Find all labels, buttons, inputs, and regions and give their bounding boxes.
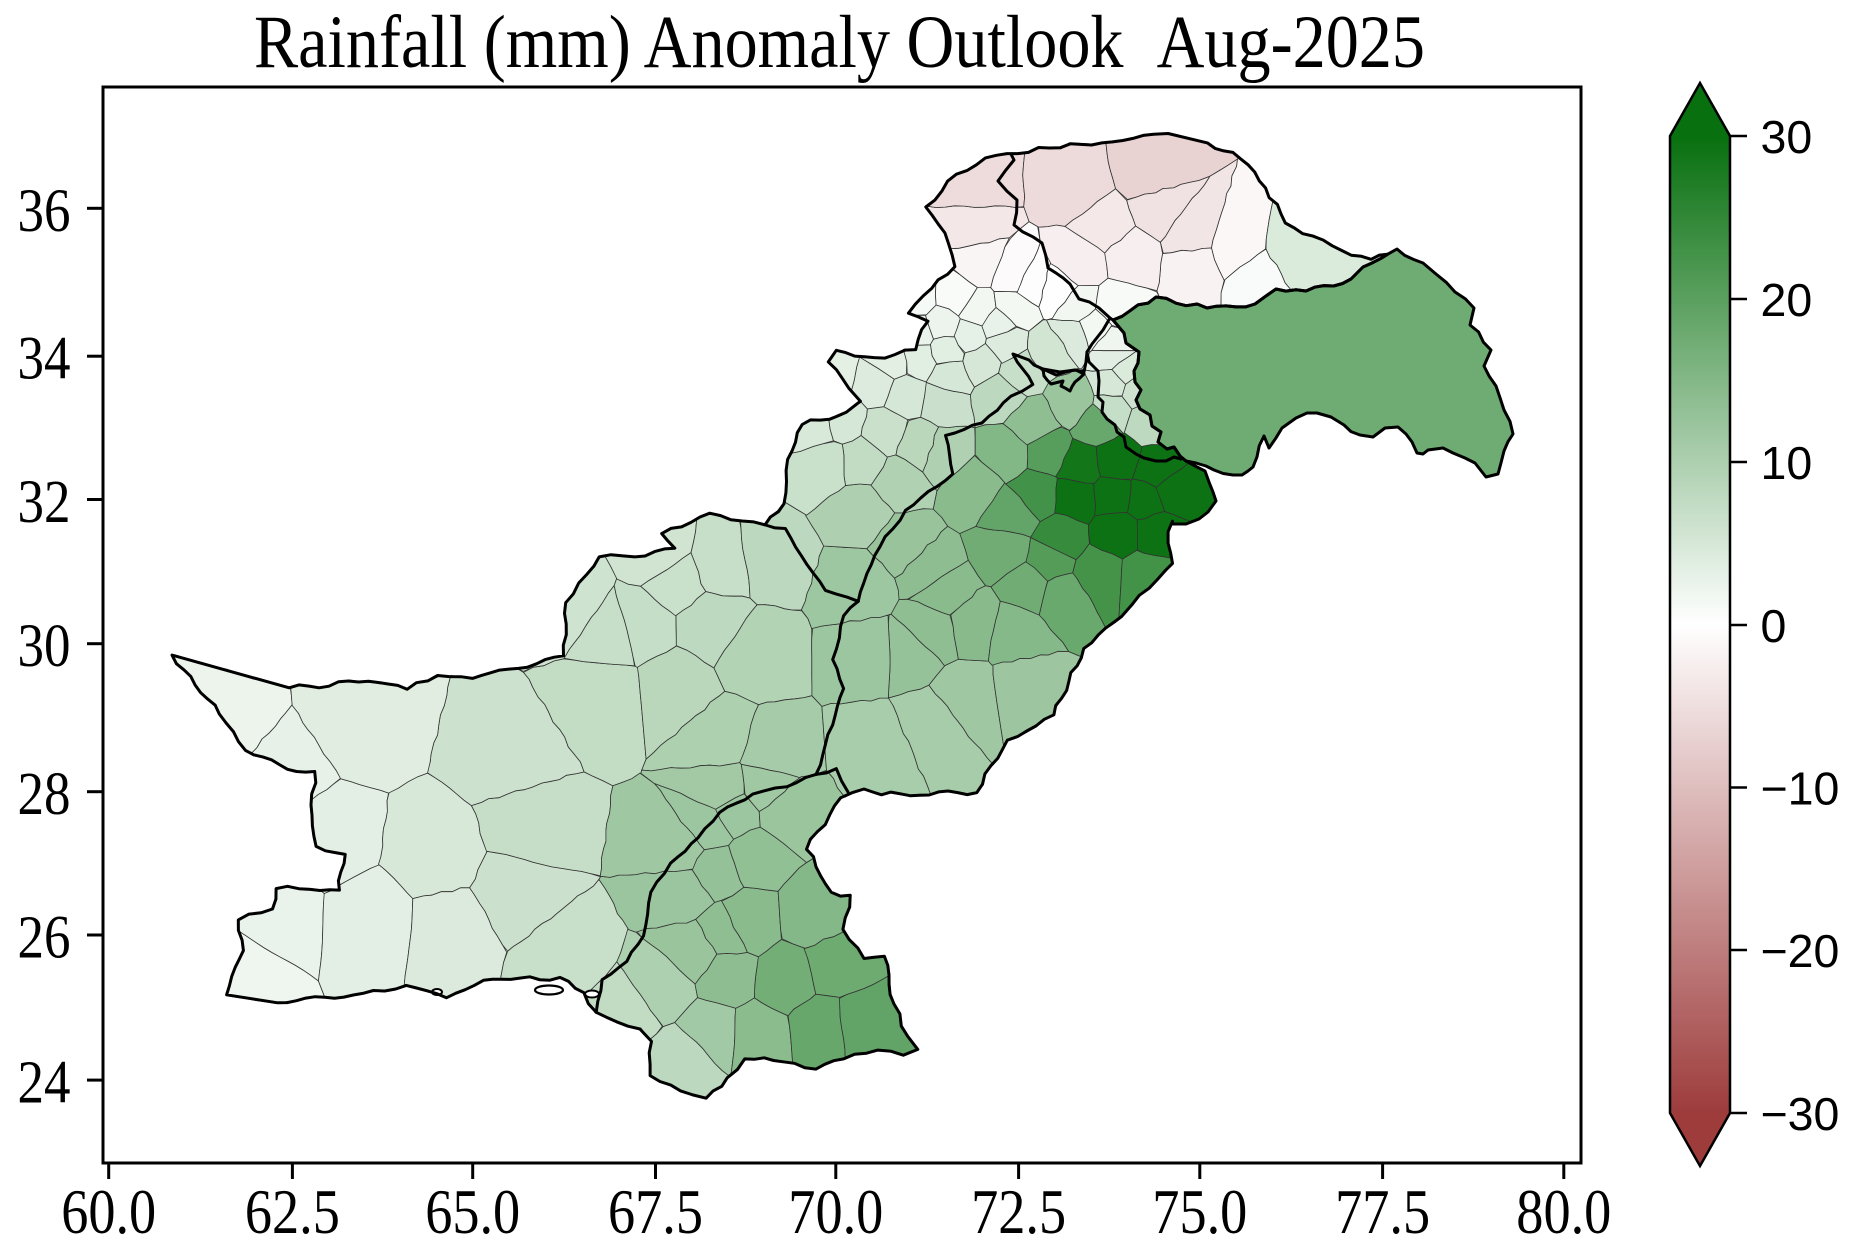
svg-text:30: 30 [18,613,71,680]
svg-text:−10: −10 [1761,763,1840,815]
svg-text:72.5: 72.5 [971,1176,1066,1247]
svg-text:−30: −30 [1761,1088,1840,1140]
svg-text:34: 34 [18,326,71,393]
svg-text:65.0: 65.0 [425,1176,520,1247]
svg-text:70.0: 70.0 [788,1176,883,1247]
svg-text:30: 30 [1761,111,1813,163]
svg-text:77.5: 77.5 [1335,1176,1430,1247]
svg-text:0: 0 [1761,600,1787,652]
svg-text:−20: −20 [1761,925,1840,977]
svg-text:62.5: 62.5 [245,1176,340,1247]
svg-text:Rainfall (mm) Anomaly Outlook: Rainfall (mm) Anomaly Outlook Aug-2025 [254,1,1425,84]
svg-text:10: 10 [1761,437,1813,489]
svg-text:67.5: 67.5 [608,1176,703,1247]
svg-text:32: 32 [18,469,71,536]
svg-text:26: 26 [18,905,71,972]
svg-text:36: 36 [18,178,71,245]
svg-text:75.0: 75.0 [1152,1176,1247,1247]
svg-text:28: 28 [18,761,71,828]
svg-text:24: 24 [18,1050,71,1117]
svg-text:60.0: 60.0 [61,1176,156,1247]
svg-text:20: 20 [1761,274,1813,326]
svg-text:80.0: 80.0 [1516,1176,1611,1247]
